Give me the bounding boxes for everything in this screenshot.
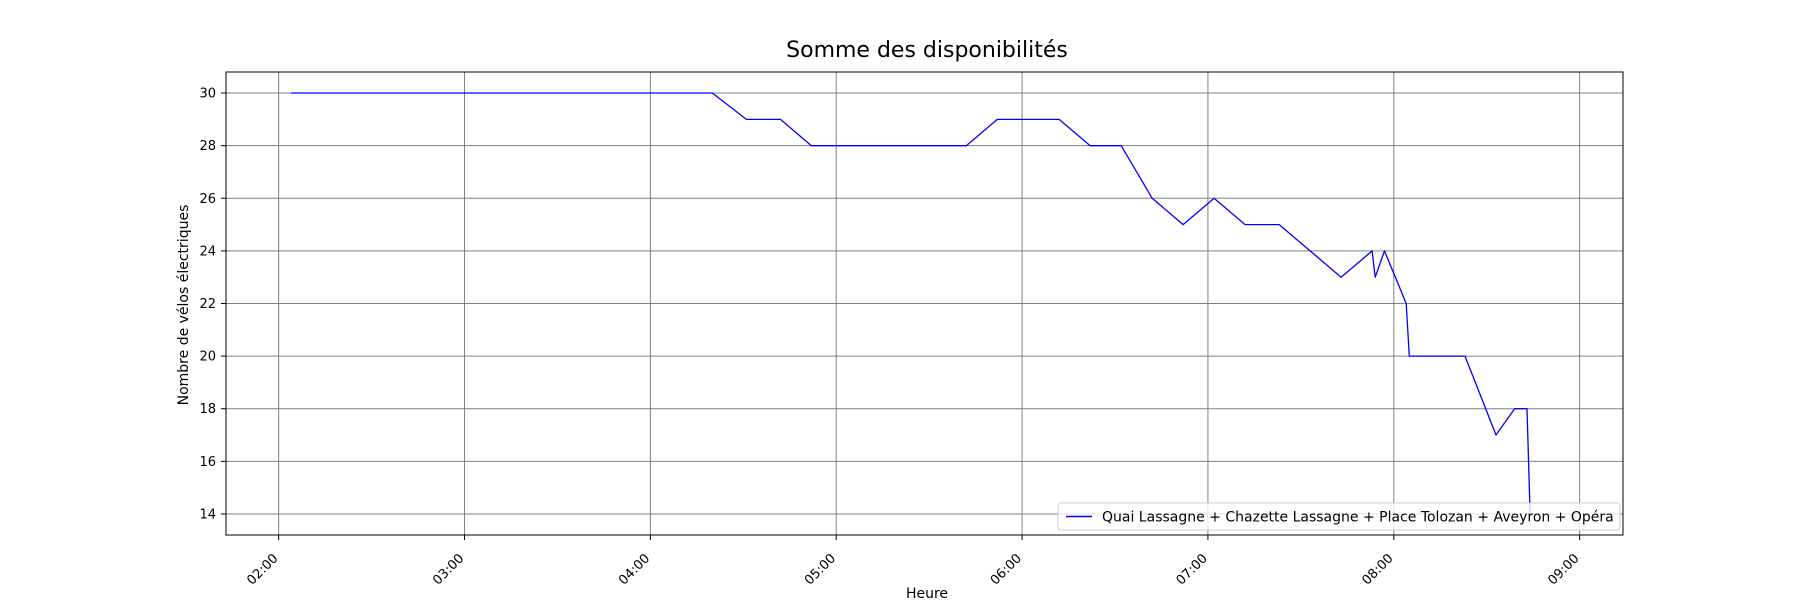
y-tick-label: 22 [199,297,216,312]
series-line [291,92,1531,515]
x-tick-label: 07:00 [1174,551,1211,588]
x-tick-label: 04:00 [616,551,653,588]
y-axis-ticks: 14 16 18 20 22 24 26 28 30 [199,87,226,522]
chart-title: Somme des disponibilités [786,38,1068,63]
x-tick-label: 08:00 [1360,551,1397,588]
y-tick-label: 16 [199,455,216,470]
y-tick-label: 14 [199,507,216,522]
legend: Quai Lassagne + Chazette Lassagne + Plac… [1057,502,1621,531]
x-tick-label: 03:00 [430,551,467,588]
grid [226,72,1623,535]
legend-box [1057,502,1621,531]
series-layer [291,92,1531,515]
x-tick-label: 09:00 [1545,551,1582,588]
y-tick-label: 30 [199,87,216,102]
x-axis-label: Heure [906,586,948,600]
y-tick-label: 20 [199,350,216,365]
y-axis-label: Nombre de vélos électriques [176,205,192,406]
y-tick-label: 24 [199,244,216,259]
x-axis-ticks: 02:00 03:00 04:00 05:00 06:00 07:00 08:00 09:00 [244,535,1582,588]
x-tick-label: 05:00 [802,551,839,588]
y-tick-label: 28 [199,139,216,154]
legend-label: Quai Lassagne + Chazette Lassagne + Plac… [1102,510,1614,526]
x-tick-label: 06:00 [988,551,1025,588]
y-tick-label: 18 [199,402,216,417]
y-tick-label: 26 [199,192,216,207]
x-tick-label: 02:00 [244,551,281,588]
